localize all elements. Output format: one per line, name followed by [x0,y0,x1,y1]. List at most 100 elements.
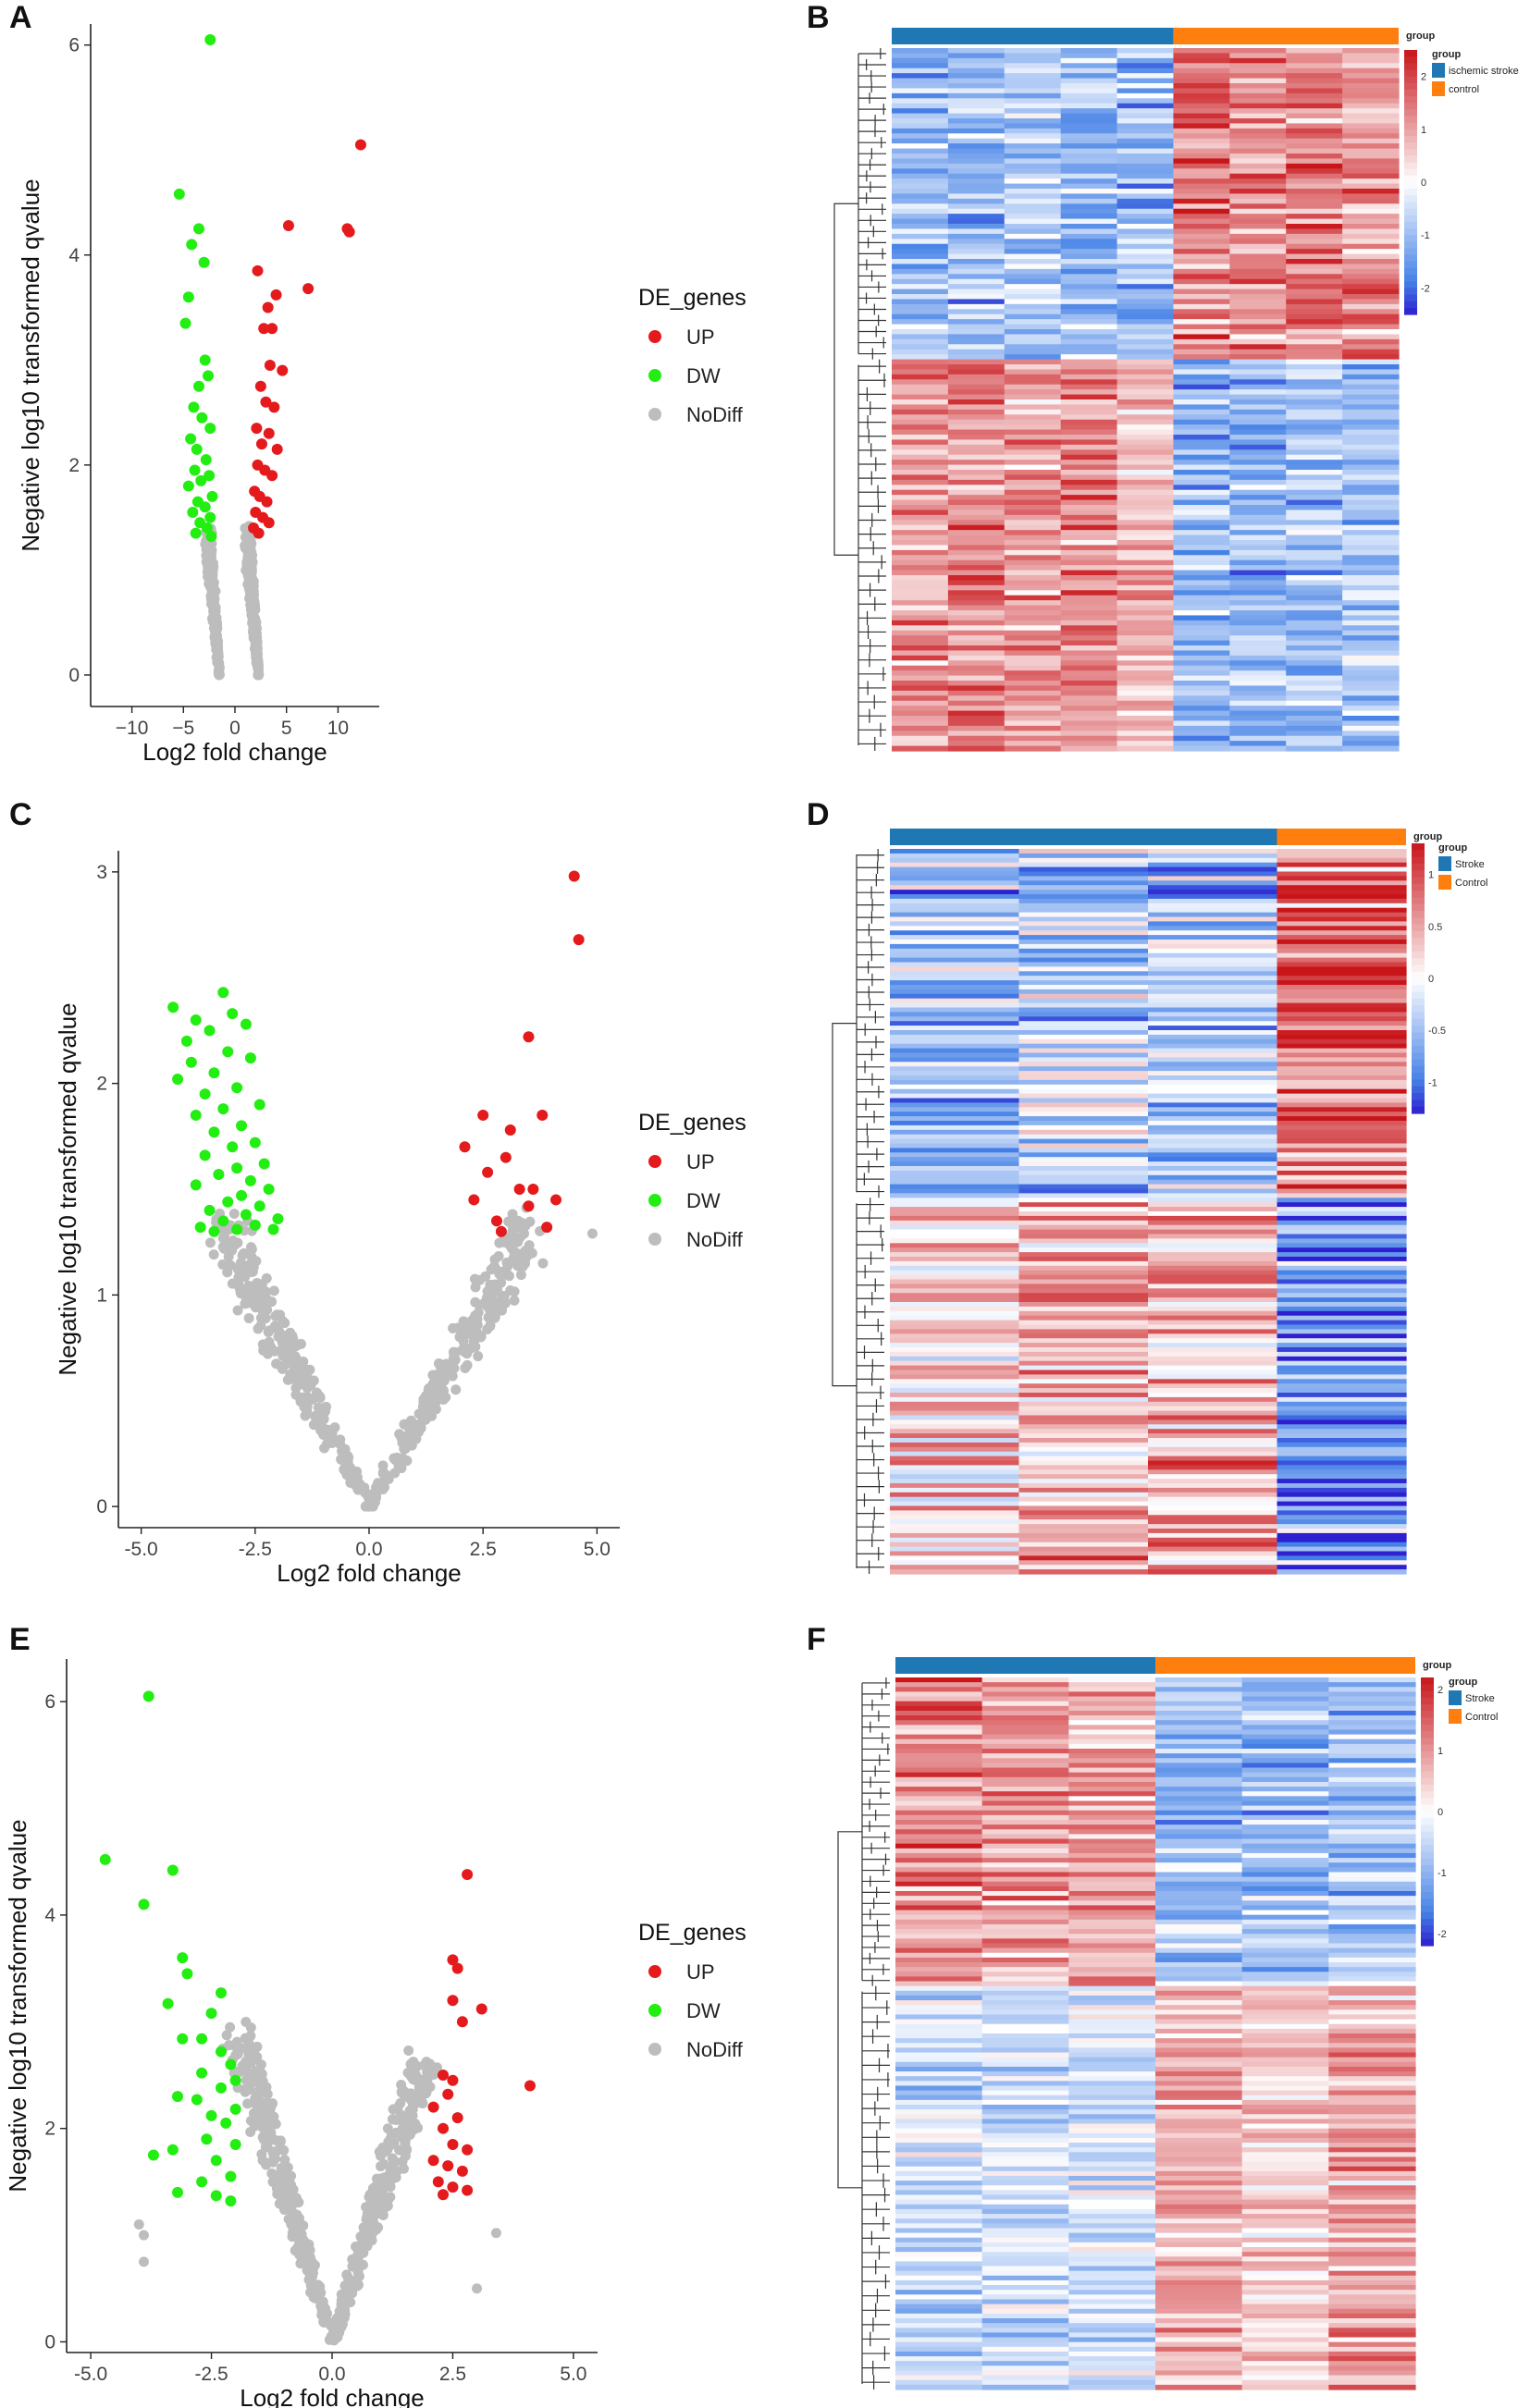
heatmap-cell [890,1066,1020,1072]
heatmap-cell [947,685,1006,692]
heatmap-cell [981,2066,1069,2072]
heatmap-cell [1068,1886,1156,1892]
heatmap-cell [1342,655,1400,661]
up-point [266,470,278,482]
heatmap-cell [892,439,949,446]
heatmap-cell [1155,2279,1243,2286]
nodiff-point [396,1432,407,1444]
heatmap-cell [895,2313,983,2319]
heatmap-cell [1018,1224,1149,1231]
heatmap-cell [890,1198,1020,1203]
dendrogram-leaf [858,104,886,116]
colorbar-step [1404,76,1417,84]
heatmap-cell [895,2232,983,2239]
heatmap-cell [1004,444,1062,450]
heatmap-cell [1328,2328,1416,2333]
heatmap-cell [1342,143,1400,150]
heatmap-cell [890,1501,1020,1507]
heatmap-cell [1342,690,1400,696]
heatmap-cell [1155,2304,1243,2310]
heatmap-cell [1229,364,1287,371]
heatmap-cell [895,1934,983,1939]
heatmap-cell [1060,640,1118,646]
dendrogram-leaf [857,1385,884,1400]
heatmap-cell [1241,1905,1329,1911]
heatmap-cell [1060,334,1118,340]
heatmap-cell [1277,1084,1407,1090]
heatmap-cell [1286,384,1343,390]
dendrogram-leaf [858,485,886,499]
heatmap-cell [890,890,1020,895]
nodiff-point [462,1359,473,1370]
heatmap-cell [947,294,1006,301]
heatmap-cell [1286,419,1343,425]
heatmap-cell [1004,559,1062,566]
heatmap-cell [1018,912,1149,918]
colorbar-tick-label: 2 [1421,72,1426,83]
dendrogram-leaf [857,1493,884,1507]
heatmap-cell [892,344,949,350]
heatmap-cell [895,2114,983,2119]
heatmap-cell [1018,1460,1149,1466]
heatmap-cell [895,2043,983,2048]
heatmap-cell [1328,2105,1416,2110]
heatmap-cell [947,158,1006,165]
heatmap-cell [1328,2152,1416,2158]
heatmap-cell [1229,449,1287,456]
colorbar-step [1421,1791,1434,1800]
heatmap-cell [1004,710,1062,717]
heatmap-cell [892,214,949,220]
heatmap-cell [1277,930,1407,936]
colorbar-step [1404,103,1417,110]
heatmap-cell [890,1505,1020,1511]
heatmap-cell [890,1569,1020,1575]
heatmap-cell [1148,1243,1278,1248]
up-point [550,1194,562,1206]
heatmap-cell [1004,154,1062,160]
heatmap-cell [1277,1030,1407,1036]
heatmap-cell [895,2214,983,2219]
heatmap-cell [1173,741,1230,747]
legend-nodiff-marker [648,2043,661,2056]
heatmap-cell [892,128,949,134]
heatmap-cell [1155,2005,1243,2010]
heatmap-cell [892,720,949,727]
heatmap-cell [895,1814,983,1821]
heatmap-cell [1018,1071,1149,1076]
heatmap-cell [1328,2028,1416,2034]
heatmap-cell [890,1148,1020,1153]
heatmap-cell [1068,2099,1156,2106]
heatmap-cell [895,1787,983,1792]
heatmap-cell [1148,1410,1278,1417]
heatmap-cell [895,2328,983,2333]
heatmap-cell [1018,866,1149,873]
dendrogram-leaf [857,1073,884,1087]
heatmap-cell [1060,83,1118,90]
nodiff-point [280,2179,291,2190]
heatmap-cell [1328,1720,1416,1726]
heatmap-cell [1117,98,1175,104]
dendrogram-leaf [857,1173,884,1186]
dendrogram-leaf [858,443,886,458]
heatmap-cell [1155,2156,1243,2163]
heatmap-cell [1155,1814,1243,1821]
heatmap-cell [1060,665,1118,671]
up-point [271,443,283,455]
heatmap-cell [1342,454,1400,461]
heatmap-cell [1286,414,1343,421]
heatmap-cell [890,976,1020,981]
up-point [573,934,585,946]
nodiff-point [388,2169,399,2181]
dendrogram-leaf [857,973,884,987]
dendrogram-leaf [862,2317,890,2332]
heatmap-cell [1148,1492,1278,1498]
heatmap-cell [1277,943,1407,950]
heatmap-cell [1286,123,1343,129]
colorbar-step [1412,991,1425,1000]
heatmap-cell [1068,1743,1156,1750]
heatmap-cell [1277,1419,1407,1425]
panel-label-b: B [807,0,830,35]
heatmap-cell [1148,1284,1278,1289]
colorbar-tick-label: -1 [1437,1868,1447,1879]
colorbar-step [1412,1026,1425,1033]
